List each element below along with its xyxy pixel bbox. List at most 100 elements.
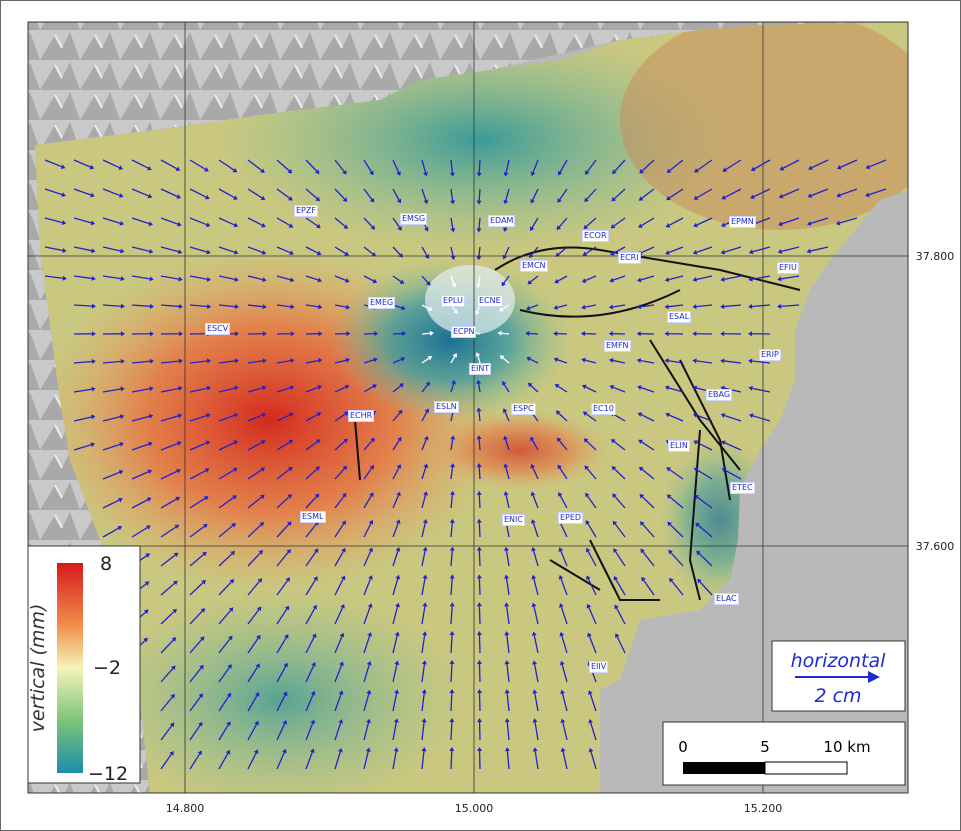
arrow: [392, 664, 398, 683]
arrow: [218, 188, 235, 199]
arrow: [305, 579, 317, 596]
arrow-head: [449, 574, 455, 579]
station-label: EMCN: [520, 260, 548, 272]
arrow-head: [119, 414, 125, 420]
arrow-head: [256, 606, 262, 612]
arrow-head: [398, 409, 403, 415]
arrow-head: [424, 408, 429, 414]
arrow-head: [290, 358, 295, 364]
arrow-head: [451, 379, 456, 385]
arrow-head: [451, 282, 457, 288]
arrow-head: [453, 309, 458, 314]
station-label: ERIP: [759, 349, 781, 361]
arrow: [561, 664, 568, 683]
arrow: [725, 159, 742, 171]
arrow-head: [530, 226, 535, 232]
arrow: [160, 246, 179, 253]
station-label: EPED: [558, 512, 584, 524]
arrow-head: [748, 276, 753, 282]
arrow: [839, 188, 858, 196]
arrow: [559, 495, 568, 509]
arrow-head: [530, 171, 536, 177]
arrow: [276, 723, 286, 741]
arrow: [305, 636, 315, 654]
arrow-head: [585, 547, 591, 553]
arrow: [421, 751, 425, 770]
arrow: [218, 695, 230, 712]
arrow: [532, 467, 539, 480]
arrow-head: [477, 747, 483, 752]
arrow-head: [316, 412, 322, 417]
arrow-head: [531, 546, 537, 552]
arrow: [305, 551, 317, 567]
arrow-head: [585, 492, 590, 498]
arrow: [363, 606, 371, 625]
station-label: EMSG: [400, 213, 428, 225]
arrow: [642, 523, 655, 538]
arrow-head: [146, 525, 151, 530]
arrow: [160, 498, 177, 509]
arrow: [392, 246, 401, 256]
arrow-head: [316, 223, 321, 229]
arrow: [218, 666, 230, 683]
scale-label: 0: [678, 738, 688, 756]
arrow-head: [640, 548, 645, 554]
arrow: [73, 416, 92, 422]
arrow: [502, 304, 510, 310]
arrow-head: [637, 277, 642, 283]
arrow: [218, 753, 229, 770]
arrow: [247, 695, 258, 712]
arrow-head: [697, 578, 702, 584]
arrow: [781, 217, 800, 225]
arrow-head: [394, 631, 400, 637]
arrow-head: [118, 469, 124, 475]
arrow: [392, 358, 402, 364]
arrow-head: [531, 519, 536, 524]
arrow: [502, 357, 510, 364]
arrow-head: [339, 661, 344, 667]
arrow: [450, 606, 453, 625]
arrow-head: [450, 463, 455, 468]
arrow-head: [282, 720, 287, 725]
arrow: [696, 360, 713, 364]
arrow-head: [259, 494, 265, 500]
arrow: [131, 527, 148, 538]
arrow-head: [282, 691, 288, 697]
station-label: ELAC: [714, 593, 739, 605]
arrow-head: [205, 440, 211, 446]
station-label: EC10: [591, 403, 616, 415]
arrow-head: [260, 168, 265, 173]
arrow: [478, 578, 481, 596]
arrow-head: [613, 576, 619, 581]
arrow: [102, 159, 120, 169]
arrow-head: [423, 171, 428, 177]
arrow-head: [609, 277, 614, 283]
station-label: EPLU: [441, 295, 465, 307]
arrow: [189, 217, 207, 226]
arrow-head: [476, 200, 482, 205]
arrow-head: [530, 436, 535, 442]
arrow: [276, 665, 287, 683]
faults: [354, 246, 801, 601]
arrow-head: [314, 169, 320, 174]
arrow-head: [560, 689, 565, 695]
arrow: [73, 246, 92, 252]
arrow: [421, 159, 427, 173]
arrow-head: [310, 719, 316, 725]
arrow: [421, 722, 425, 741]
arrow-head: [553, 305, 558, 310]
arrow-head: [610, 439, 616, 444]
arrow-head: [233, 412, 239, 418]
arrow-head: [313, 548, 319, 554]
arrow-head: [614, 604, 619, 610]
arrow: [529, 332, 539, 335]
arrow-head: [532, 660, 538, 665]
arrow: [478, 634, 481, 654]
arrow: [640, 275, 655, 281]
arrow: [363, 246, 374, 255]
arrow-head: [369, 197, 375, 203]
arrow: [189, 696, 202, 712]
arrow-head: [345, 357, 351, 363]
arrow: [450, 494, 454, 509]
arrow-head: [318, 331, 323, 337]
